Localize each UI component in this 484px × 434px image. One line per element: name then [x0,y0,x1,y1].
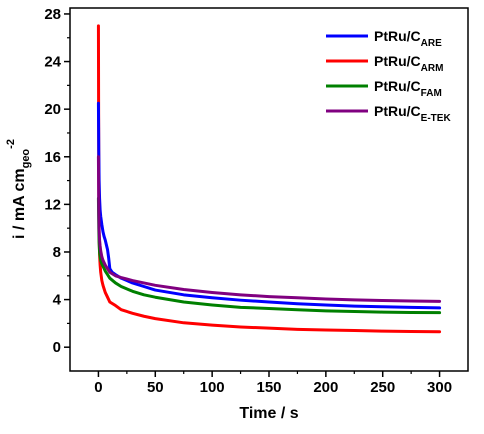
y-axis-title-main: i / mA cm [11,168,28,239]
legend-item-e-tek: PtRu/CE-TEK [326,103,451,124]
axes-layer: 0 50 100 150 200 250 300 0 4 8 12 16 20 24 28 [44,6,452,396]
legend-label: PtRu/CFAM [374,78,442,99]
x-tick-label: 150 [256,379,281,396]
y-axis-title-sup: -2 [5,139,17,149]
legend-item-arm: PtRu/CARM [326,53,443,74]
x-tick-label: 100 [200,379,225,396]
series-line-are [96,101,442,310]
y-tick-label: 8 [53,244,61,261]
series-line-e-tek [96,155,442,303]
y-tick-label: 20 [44,101,61,118]
y-tick-label: 16 [44,149,61,166]
x-tick-label: 0 [94,379,102,396]
y-tick-label: 4 [53,292,62,309]
y-tick-label: 12 [44,196,61,213]
x-axis-title: Time / s [239,405,298,422]
legend: PtRu/CARE PtRu/CARM PtRu/CFAM PtRu/CE-TEK [326,28,451,124]
legend-label: PtRu/CE-TEK [374,103,451,124]
legend-item-fam: PtRu/CFAM [326,78,442,99]
legend-label: PtRu/CARE [374,28,442,49]
series-line-arm [96,24,442,334]
y-tick-label: 28 [44,6,61,23]
x-tick-label: 300 [427,379,452,396]
x-tick-label: 50 [147,379,164,396]
legend-item-are: PtRu/CARE [326,28,442,49]
x-tick-label: 200 [313,379,338,396]
y-axis-title: i / mA cmgeo-2 [5,139,32,239]
legend-label: PtRu/CARM [374,53,443,74]
x-tick-label: 250 [370,379,395,396]
y-tick-label: 0 [53,339,61,356]
y-axis-title-sub: geo [20,149,32,169]
marks-layer [96,24,442,334]
y-tick-label: 24 [44,54,61,71]
series-line-fam [96,196,442,315]
